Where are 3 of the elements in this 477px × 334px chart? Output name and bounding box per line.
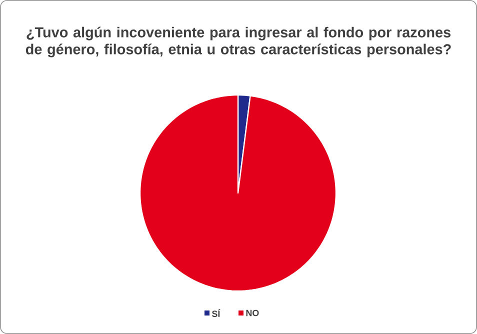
chart-title: ¿Tuvo algún incoveniente para ingresar al fondo por razones de género, filosofía, etnia u otras características personales?: [26, 26, 451, 58]
legend-label: SÍ: [212, 308, 220, 318]
legend-label: NO: [246, 310, 259, 316]
